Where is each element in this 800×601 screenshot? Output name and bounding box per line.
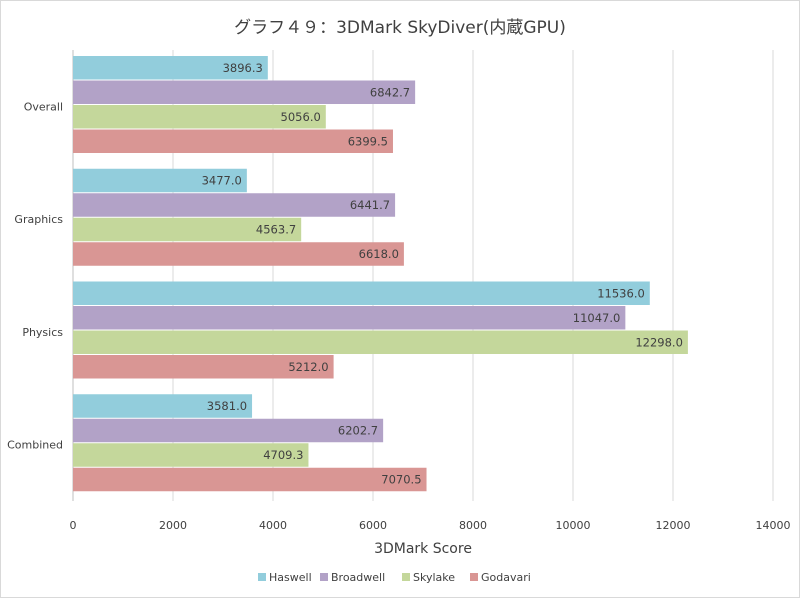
bar-skylake-combined xyxy=(73,443,309,467)
data-label: 6202.7 xyxy=(338,424,378,438)
category-labels: Overall Graphics Physics Combined xyxy=(7,100,63,451)
category-label: Physics xyxy=(22,326,63,339)
bar-godavari-physics xyxy=(73,355,334,379)
data-label: 3477.0 xyxy=(202,174,242,188)
x-tick-label: 2000 xyxy=(159,519,187,532)
data-label: 6842.7 xyxy=(370,85,410,99)
x-axis-title: 3DMark Score xyxy=(374,541,472,557)
data-label: 4563.7 xyxy=(256,223,296,237)
data-label: 12298.0 xyxy=(635,335,683,349)
x-tick-label: 14000 xyxy=(756,519,791,532)
x-tick-label: 8000 xyxy=(459,519,487,532)
data-label: 6441.7 xyxy=(350,198,390,212)
x-tick-label: 0 xyxy=(70,519,77,532)
category-label: Overall xyxy=(24,100,63,113)
bar-godavari-combined xyxy=(73,467,427,492)
legend-swatch xyxy=(402,573,410,581)
data-label: 11047.0 xyxy=(573,311,621,325)
bar-skylake-overall xyxy=(73,105,326,129)
data-label: 3581.0 xyxy=(207,399,247,413)
legend-label: Haswell xyxy=(269,571,312,584)
legend-label: Godavari xyxy=(481,571,531,584)
category-label: Combined xyxy=(7,439,63,452)
x-tick-label: 12000 xyxy=(656,519,691,532)
legend-label: Skylake xyxy=(413,571,455,584)
bar-broadwell-graphics xyxy=(73,193,396,217)
bar-broadwell-overall xyxy=(73,80,416,104)
x-tick-label: 6000 xyxy=(359,519,387,532)
bar-skylake-physics xyxy=(73,330,688,354)
bar-skylake-graphics xyxy=(73,217,302,242)
data-label: 7070.5 xyxy=(381,473,421,487)
bar-godavari-overall xyxy=(73,129,393,153)
bars xyxy=(73,56,688,492)
legend: Haswell Broadwell Skylake Godavari xyxy=(258,571,531,584)
x-tick-labels: 0 2000 4000 6000 8000 10000 12000 14000 xyxy=(70,519,791,532)
data-label: 5056.0 xyxy=(281,110,321,124)
bar-haswell-physics xyxy=(73,281,650,305)
x-tick-label: 10000 xyxy=(556,519,591,532)
bar-broadwell-physics xyxy=(73,306,626,330)
data-label: 4709.3 xyxy=(263,448,303,462)
legend-swatch xyxy=(320,573,328,581)
data-label: 5212.0 xyxy=(288,360,328,374)
bar-haswell-overall xyxy=(73,56,268,80)
data-label: 6399.5 xyxy=(348,134,388,148)
bar-broadwell-combined xyxy=(73,418,384,443)
bar-haswell-graphics xyxy=(73,168,247,193)
legend-swatch xyxy=(470,573,478,581)
category-label: Graphics xyxy=(14,213,63,226)
chart-title: グラフ４９：3DMark SkyDiver(内蔵GPU) xyxy=(234,18,566,38)
data-labels: 3896.3 6842.7 5056.0 6399.5 3477.0 6441.7 4563… xyxy=(202,61,683,487)
legend-label: Broadwell xyxy=(331,571,385,584)
legend-swatch xyxy=(258,573,266,581)
bar-godavari-graphics xyxy=(73,242,404,266)
bar-haswell-combined xyxy=(73,394,253,418)
data-label: 11536.0 xyxy=(597,286,645,300)
data-label: 3896.3 xyxy=(223,61,263,75)
x-tick-label: 4000 xyxy=(259,519,287,532)
data-label: 6618.0 xyxy=(359,247,399,261)
